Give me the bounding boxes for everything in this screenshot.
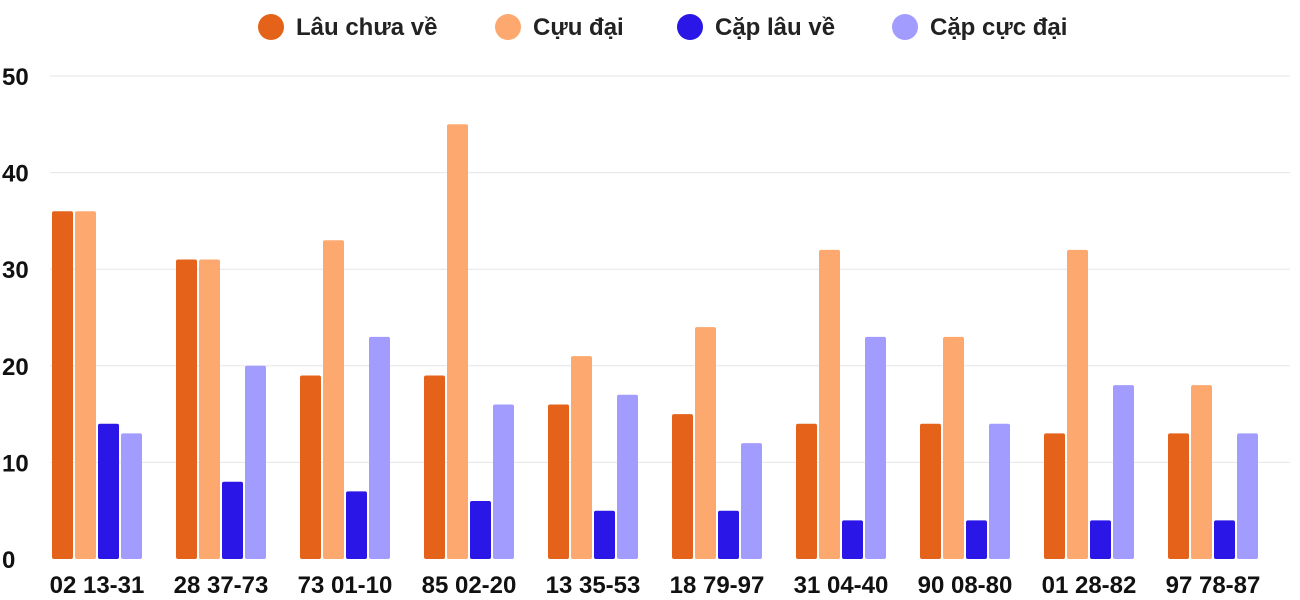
legend-label-2: Cựu đại <box>533 14 624 41</box>
bar-2-2: Cựu đại — 28 37-73: 31 <box>199 259 220 559</box>
legend-item-3[interactable]: Cặp lâu về <box>677 14 835 41</box>
x-tick-label-3: 73 01-10 <box>298 572 393 599</box>
bar-2-7: Cựu đại — 31 04-40: 32 <box>819 249 840 559</box>
bar-4-8: Cặp cực đại — 90 08-80: 14 <box>989 423 1010 559</box>
legend-item-1[interactable]: Lâu chưa về <box>258 14 437 41</box>
x-tick-label-7: 31 04-40 <box>794 572 889 599</box>
x-tick-label-10: 97 78-87 <box>1166 572 1261 599</box>
bar-3-9: Cặp lâu về — 01 28-82: 4 <box>1090 520 1111 559</box>
bar-3-8: Cặp lâu về — 90 08-80: 4 <box>966 520 987 559</box>
legend-item-2[interactable]: Cựu đại <box>495 14 624 41</box>
legend-label-3: Cặp lâu về <box>715 14 835 41</box>
bar-1-5: Lâu chưa về — 13 35-53: 16 <box>548 404 569 559</box>
bar-3-1: Cặp lâu về — 02 13-31: 14 <box>98 423 119 559</box>
x-axis: 02 13-31 28 37-73 73 01-10 85 02-20 13 35-53… <box>50 572 1261 599</box>
bar-4-10: Cặp cực đại — 97 78-87: 13 <box>1237 433 1258 559</box>
y-tick-label-10: 10 <box>2 450 29 477</box>
bar-2-3: Cựu đại — 73 01-10: 33 <box>323 240 344 559</box>
legend-swatch-4 <box>892 14 918 40</box>
y-tick-label-50: 50 <box>2 64 29 91</box>
legend-swatch-2 <box>495 14 521 40</box>
x-tick-label-5: 13 35-53 <box>546 572 641 599</box>
bar-2-10: Cựu đại — 97 78-87: 18 <box>1191 385 1212 559</box>
bar-1-1: Lâu chưa về — 02 13-31: 36 <box>52 211 73 560</box>
bar-1-10: Lâu chưa về — 97 78-87: 13 <box>1168 433 1189 559</box>
bar-3-4: Cặp lâu về — 85 02-20: 6 <box>470 501 491 559</box>
bar-2-8: Cựu đại — 90 08-80: 23 <box>943 336 964 559</box>
bar-4-4: Cặp cực đại — 85 02-20: 16 <box>493 404 514 559</box>
bar-4-5: Cặp cực đại — 13 35-53: 17 <box>617 394 638 559</box>
x-tick-label-6: 18 79-97 <box>670 572 765 599</box>
legend-swatch-3 <box>677 14 703 40</box>
gridlines <box>50 75 1290 463</box>
bar-3-10: Cặp lâu về — 97 78-87: 4 <box>1214 520 1235 559</box>
bar-1-8: Lâu chưa về — 90 08-80: 14 <box>920 423 941 559</box>
x-tick-label-1: 02 13-31 <box>50 572 145 599</box>
legend-swatch-1 <box>258 14 284 40</box>
bar-2-1: Cựu đại — 02 13-31: 36 <box>75 211 96 560</box>
x-tick-label-2: 28 37-73 <box>174 572 269 599</box>
bar-3-2: Cặp lâu về — 28 37-73: 8 <box>222 481 243 559</box>
bar-2-4: Cựu đại — 85 02-20: 45 <box>447 124 468 560</box>
legend: Lâu chưa về Cựu đại Cặp lâu về Cặp cực đại <box>258 14 1067 41</box>
bar-4-3: Cặp cực đại — 73 01-10: 23 <box>369 336 390 559</box>
bar-1-6: Lâu chưa về — 18 79-97: 15 <box>672 414 693 559</box>
x-tick-label-8: 90 08-80 <box>918 572 1013 599</box>
bar-3-3: Cặp lâu về — 73 01-10: 7 <box>346 491 367 559</box>
x-tick-label-4: 85 02-20 <box>422 572 517 599</box>
bars: Lâu chưa về — 02 13-31: 36Cựu đại — 02 1… <box>52 124 1258 560</box>
bar-4-6: Cặp cực đại — 18 79-97: 12 <box>741 443 762 559</box>
bar-1-3: Lâu chưa về — 73 01-10: 19 <box>300 375 321 559</box>
bar-1-4: Lâu chưa về — 85 02-20: 19 <box>424 375 445 559</box>
y-tick-label-20: 20 <box>2 354 29 381</box>
y-tick-label-30: 30 <box>2 257 29 284</box>
bar-1-9: Lâu chưa về — 01 28-82: 13 <box>1044 433 1065 559</box>
bar-2-5: Cựu đại — 13 35-53: 21 <box>571 356 592 559</box>
bar-4-7: Cặp cực đại — 31 04-40: 23 <box>865 336 886 559</box>
bar-3-7: Cặp lâu về — 31 04-40: 4 <box>842 520 863 559</box>
bar-4-1: Cặp cực đại — 02 13-31: 13 <box>121 433 142 559</box>
y-tick-label-40: 40 <box>2 161 29 188</box>
legend-item-4[interactable]: Cặp cực đại <box>892 14 1067 41</box>
legend-label-4: Cặp cực đại <box>930 14 1067 41</box>
legend-label-1: Lâu chưa về <box>296 14 437 41</box>
bar-3-6: Cặp lâu về — 18 79-97: 5 <box>718 510 739 559</box>
y-tick-label-0: 0 <box>2 547 15 574</box>
bar-1-2: Lâu chưa về — 28 37-73: 31 <box>176 259 197 559</box>
bar-2-9: Cựu đại — 01 28-82: 32 <box>1067 249 1088 559</box>
y-axis: 0 10 20 30 40 50 <box>2 64 29 574</box>
bar-4-9: Cặp cực đại — 01 28-82: 18 <box>1113 385 1134 559</box>
bar-4-2: Cặp cực đại — 28 37-73: 20 <box>245 365 266 559</box>
x-tick-label-9: 01 28-82 <box>1042 572 1137 599</box>
bar-2-6: Cựu đại — 18 79-97: 24 <box>695 327 716 559</box>
bar-3-5: Cặp lâu về — 13 35-53: 5 <box>594 510 615 559</box>
bar-1-7: Lâu chưa về — 31 04-40: 14 <box>796 423 817 559</box>
